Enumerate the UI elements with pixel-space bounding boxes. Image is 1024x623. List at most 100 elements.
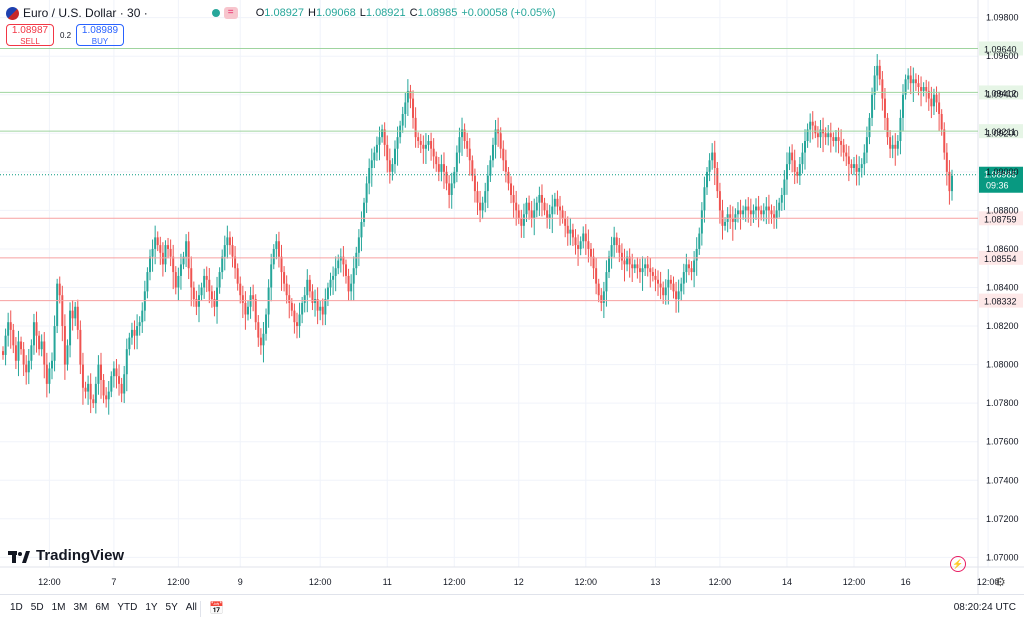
- sell-button[interactable]: 1.08987 SELL: [6, 24, 54, 46]
- candle-body: [130, 329, 133, 338]
- candle-body: [484, 191, 487, 203]
- candle-body: [393, 148, 396, 165]
- candle-body: [873, 75, 876, 95]
- range-1m[interactable]: 1M: [51, 602, 66, 613]
- utc-clock[interactable]: 08:20:24 UTC: [953, 602, 1016, 613]
- tradingview-logo[interactable]: TradingView: [8, 547, 124, 564]
- candle-body: [651, 272, 654, 276]
- price-tick-label: 1.08400: [986, 283, 1019, 293]
- candle-body: [218, 272, 221, 288]
- candle-body: [25, 364, 28, 373]
- range-1d[interactable]: 1D: [10, 602, 23, 613]
- candle-body: [760, 210, 763, 215]
- candle-body: [682, 272, 685, 284]
- candle-body: [891, 144, 894, 149]
- candle-body: [138, 322, 141, 327]
- candle-body: [133, 329, 136, 336]
- candle-body: [512, 194, 515, 203]
- candle-body: [417, 137, 420, 142]
- candle-body: [540, 194, 543, 203]
- candle-body: [920, 87, 923, 91]
- candle-body: [151, 248, 154, 257]
- candle-body: [396, 137, 399, 149]
- candle-body: [58, 283, 61, 296]
- candle-body: [494, 129, 497, 145]
- candle-body: [587, 241, 590, 249]
- candle-body: [414, 117, 417, 138]
- horizontal-levels[interactable]: 1.09640 1.09412 1.09211 1.08759 1.08554 1.083…: [0, 41, 1023, 308]
- bar-countdown-label: 09:36: [986, 181, 1009, 191]
- range-3m[interactable]: 3M: [73, 602, 88, 613]
- time-tick-label: 14: [782, 577, 792, 587]
- candle-body: [125, 349, 128, 375]
- close-value: 1.08985: [417, 7, 458, 19]
- candle-body: [424, 144, 427, 149]
- candle-body: [20, 341, 23, 350]
- candle-body: [716, 167, 719, 192]
- candle-body: [718, 191, 721, 211]
- candle-body: [56, 283, 59, 327]
- time-axis[interactable]: 12:00 7 12:00 9 12:00 11 12:00 12 12:00 13 12:00 14…: [38, 577, 1024, 587]
- candle-body: [311, 291, 314, 303]
- range-1y[interactable]: 1Y: [145, 602, 158, 613]
- candle-body: [592, 256, 595, 269]
- range-6m[interactable]: 6M: [95, 602, 110, 613]
- symbol-title[interactable]: Euro / U.S. Dollar · 30 ·: [23, 6, 148, 20]
- candle-body: [406, 90, 409, 103]
- candle-body: [216, 287, 219, 307]
- candle-body: [636, 264, 639, 269]
- range-5y[interactable]: 5Y: [165, 602, 178, 613]
- candle-body: [520, 218, 523, 226]
- candle-body: [187, 241, 190, 269]
- candle-body: [669, 279, 672, 284]
- candle-body: [744, 206, 747, 211]
- candle-body: [597, 283, 600, 296]
- candle-body: [863, 152, 866, 165]
- calendar-icon[interactable]: 📅: [209, 601, 224, 615]
- candle-body: [770, 210, 773, 215]
- candle-body: [858, 167, 861, 172]
- candle-body: [945, 152, 948, 172]
- candle-body: [878, 65, 881, 80]
- candle-body: [912, 79, 915, 84]
- candle-body: [228, 237, 231, 246]
- price-axis[interactable]: 1.09800 1.09600 1.09400 1.09200 1.09000 1.088…: [986, 13, 1019, 563]
- time-tick-label: 12:00: [843, 577, 866, 587]
- candle-body: [623, 260, 626, 265]
- candle-body: [285, 283, 288, 296]
- candle-body: [749, 210, 752, 215]
- candle-body: [932, 94, 935, 107]
- change-value: +0.00058 (+0.05%): [461, 7, 556, 19]
- gear-icon[interactable]: ⚙: [995, 575, 1006, 589]
- candle-body: [329, 279, 332, 288]
- candle-body: [889, 137, 892, 149]
- candle-body: [386, 144, 389, 161]
- range-ytd[interactable]: YTD: [117, 602, 138, 613]
- lightning-icon[interactable]: ⚡: [950, 556, 966, 572]
- range-5d[interactable]: 5D: [30, 602, 44, 613]
- candle-body: [940, 114, 943, 130]
- level-price-label: 1.09412: [984, 88, 1017, 98]
- equals-icon[interactable]: =: [223, 7, 238, 19]
- candle-body: [185, 241, 188, 257]
- candle-body: [827, 133, 830, 138]
- candle-body: [615, 237, 618, 246]
- candle-body: [440, 164, 443, 172]
- buy-button[interactable]: 1.08989 BUY: [76, 24, 124, 46]
- candle-body: [902, 94, 905, 118]
- bottom-toolbar: 1D 5D 1M 3M 6M YTD 1Y 5Y All 📅 08:20:24 UTC: [0, 594, 1024, 623]
- candlestick-chart[interactable]: 1.09640 1.09412 1.09211 1.08759 1.08554 1.083…: [0, 0, 1024, 594]
- candle-body: [618, 245, 621, 253]
- candle-body: [110, 376, 113, 392]
- candle-body: [613, 237, 616, 246]
- candle-body: [685, 264, 688, 273]
- candle-body: [2, 351, 4, 355]
- candle-body: [914, 79, 917, 84]
- range-all[interactable]: All: [185, 602, 197, 613]
- price-tick-label: 1.08600: [986, 244, 1019, 254]
- candle-body: [644, 264, 647, 269]
- candle-body: [865, 137, 868, 153]
- low-label: L: [359, 7, 366, 19]
- candle-body: [626, 256, 629, 265]
- candle-body: [533, 210, 536, 219]
